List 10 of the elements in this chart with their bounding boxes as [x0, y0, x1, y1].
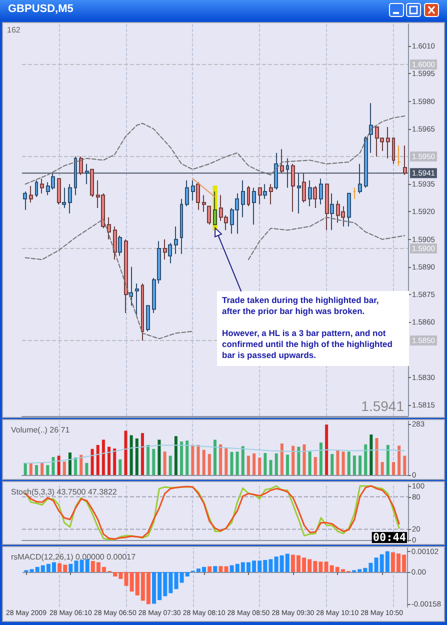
- annotation: 00:44: [372, 531, 406, 544]
- chart-title: GBPUSD,M5: [8, 3, 74, 15]
- text: Volume(..) 26 71: [11, 426, 70, 434]
- text: 162: [7, 26, 21, 34]
- annotation: Trade taken during the highlighted bar, after the prior bar high was broken.: [221, 294, 380, 318]
- chart-title: Stoch(5,3,3) 43.7500 47.3822: [11, 488, 118, 496]
- text: rsMACD(12,26,1) 0.00000 0.00017: [11, 552, 136, 562]
- annotation: However, a HL is a 3 bar pattern, and not confirmed until the high of the highlighted bar is passed upwards.: [221, 327, 394, 362]
- annotation: 1.5941: [361, 398, 404, 414]
- note-box: Trade taken during the highlighted bar, after the prior bar high was broken. However, a HL is a 3 bar pattern, and not confirmed until the high of the highlighted bar is passed upwards.: [217, 291, 409, 366]
